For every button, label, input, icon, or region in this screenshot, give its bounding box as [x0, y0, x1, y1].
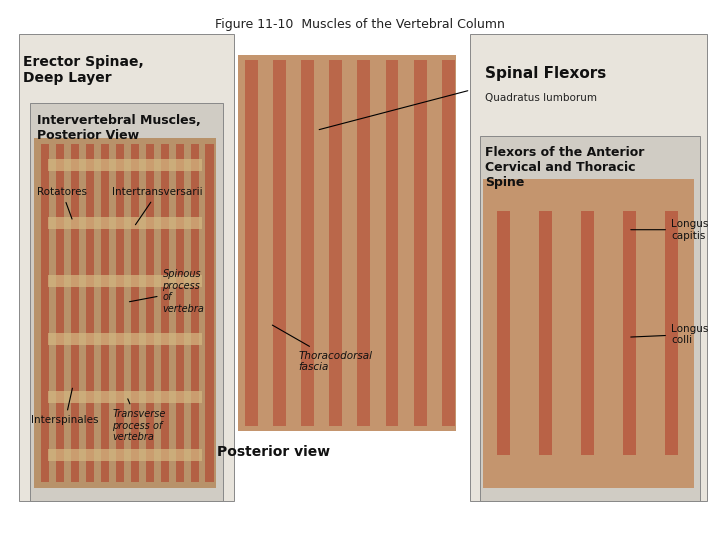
FancyBboxPatch shape [48, 159, 202, 171]
Text: Longus
capitis: Longus capitis [631, 219, 708, 240]
FancyBboxPatch shape [205, 144, 214, 482]
FancyBboxPatch shape [238, 55, 456, 431]
Text: Spinal Flexors: Spinal Flexors [485, 66, 606, 81]
FancyBboxPatch shape [176, 144, 184, 482]
FancyBboxPatch shape [71, 144, 79, 482]
Text: Transverse
process of
vertebra: Transverse process of vertebra [112, 399, 166, 442]
FancyBboxPatch shape [273, 60, 286, 426]
FancyBboxPatch shape [482, 179, 694, 488]
FancyBboxPatch shape [130, 144, 139, 482]
FancyBboxPatch shape [414, 60, 426, 426]
FancyBboxPatch shape [539, 211, 552, 455]
FancyBboxPatch shape [145, 144, 154, 482]
FancyBboxPatch shape [48, 391, 202, 403]
Text: Longus
colli: Longus colli [631, 323, 708, 345]
Text: Figure 11-10  Muscles of the Vertebral Column: Figure 11-10 Muscles of the Vertebral Co… [215, 17, 505, 30]
Text: Flexors of the Anterior
Cervical and Thoracic
Spine: Flexors of the Anterior Cervical and Tho… [485, 146, 644, 190]
FancyBboxPatch shape [41, 144, 50, 482]
FancyBboxPatch shape [116, 144, 125, 482]
FancyBboxPatch shape [623, 211, 636, 455]
FancyBboxPatch shape [497, 211, 510, 455]
FancyBboxPatch shape [48, 275, 202, 287]
FancyBboxPatch shape [329, 60, 342, 426]
FancyBboxPatch shape [48, 333, 202, 345]
FancyBboxPatch shape [161, 144, 169, 482]
Text: Quadratus lumborum: Quadratus lumborum [485, 93, 597, 103]
Text: Erector Spinae,
Deep Layer: Erector Spinae, Deep Layer [23, 55, 143, 85]
FancyBboxPatch shape [480, 136, 701, 501]
FancyBboxPatch shape [385, 60, 398, 426]
FancyBboxPatch shape [191, 144, 199, 482]
Text: Spinous
process
of
vertebra: Spinous process of vertebra [130, 269, 204, 314]
Text: Thoracodorsal
fascia: Thoracodorsal fascia [272, 325, 372, 372]
FancyBboxPatch shape [48, 217, 202, 228]
Text: Intertransversarii: Intertransversarii [112, 187, 203, 225]
Text: Intervertebral Muscles,
Posterior View: Intervertebral Muscles, Posterior View [37, 114, 201, 142]
FancyBboxPatch shape [357, 60, 370, 426]
FancyBboxPatch shape [48, 449, 202, 461]
FancyBboxPatch shape [86, 144, 94, 482]
FancyBboxPatch shape [34, 138, 216, 488]
Text: Posterior view: Posterior view [217, 444, 330, 458]
FancyBboxPatch shape [301, 60, 314, 426]
FancyBboxPatch shape [245, 60, 258, 426]
Text: Rotatores: Rotatores [37, 187, 87, 219]
FancyBboxPatch shape [665, 211, 678, 455]
FancyBboxPatch shape [30, 104, 223, 501]
FancyBboxPatch shape [19, 33, 234, 501]
FancyBboxPatch shape [470, 33, 707, 501]
FancyBboxPatch shape [55, 144, 64, 482]
FancyBboxPatch shape [581, 211, 594, 455]
FancyBboxPatch shape [442, 60, 455, 426]
Text: Interspinales: Interspinales [32, 388, 99, 426]
FancyBboxPatch shape [101, 144, 109, 482]
